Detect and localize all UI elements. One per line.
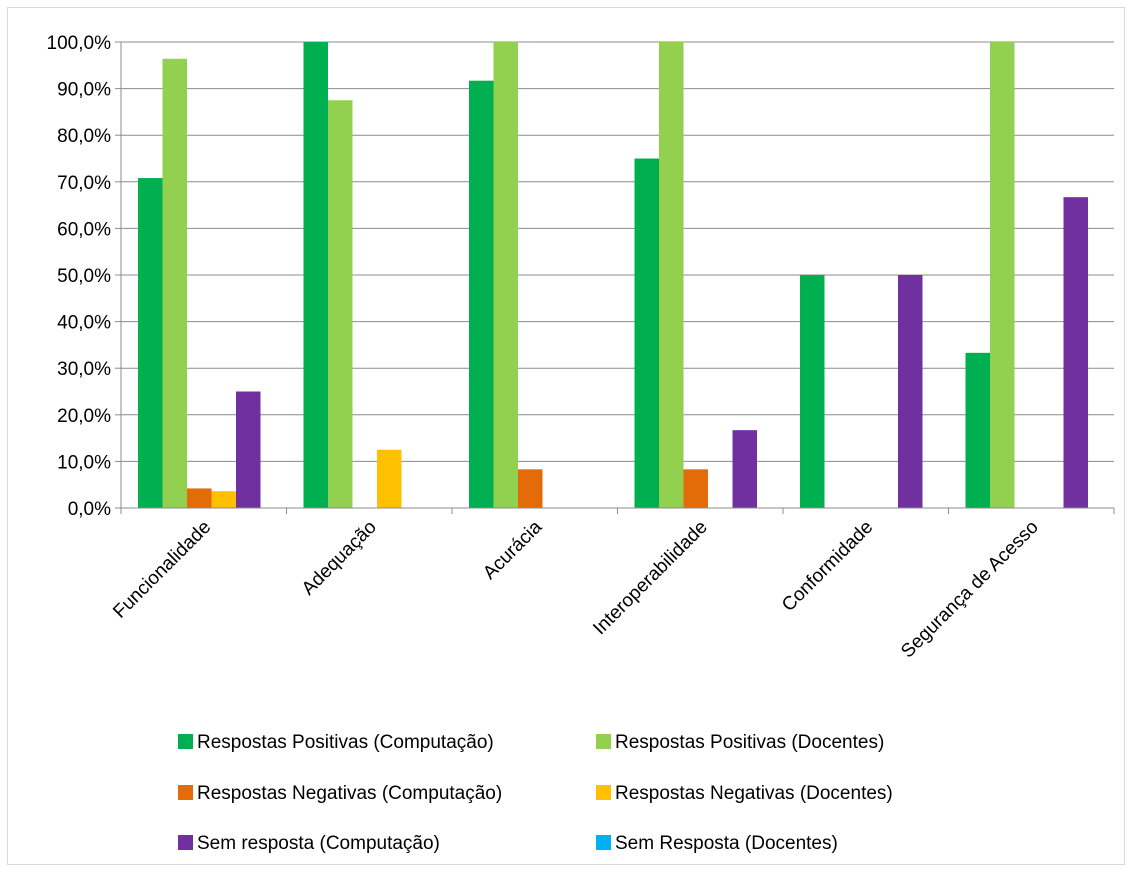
bar <box>469 80 494 508</box>
bar <box>518 469 543 508</box>
bar <box>1063 197 1088 509</box>
bar <box>659 42 684 508</box>
bar <box>493 42 518 508</box>
bar <box>634 158 659 508</box>
legend: Respostas Positivas (Computação) Resposta… <box>178 732 893 854</box>
bar <box>187 488 212 508</box>
legend-swatch <box>596 734 611 749</box>
y-tick-label: 40,0% <box>57 313 111 334</box>
category-labels: Funcionalidade Adequação Acurácia Interoper… <box>109 516 1042 662</box>
y-axis-ticks: 0,0% 10,0% 20,0% 30,0% 40,0% 50,0% 60,0% 70,0% 8… <box>47 33 121 520</box>
bar <box>990 42 1015 508</box>
y-tick-label: 60,0% <box>57 219 111 240</box>
y-tick-label: 80,0% <box>57 126 111 147</box>
x-axis <box>120 42 1115 514</box>
bar <box>965 352 990 508</box>
bar <box>683 469 708 508</box>
legend-label: Respostas Negativas (Computação) <box>197 783 502 804</box>
bar <box>211 491 236 508</box>
legend-swatch <box>178 734 193 749</box>
bar <box>303 42 328 508</box>
category-label: Segurança de Acesso <box>897 517 1043 663</box>
legend-swatch <box>178 785 193 800</box>
y-tick-label: 30,0% <box>57 359 111 380</box>
legend-label: Sem Resposta (Docentes) <box>615 833 838 854</box>
chart-frame <box>7 7 1125 865</box>
y-tick-label: 100,0% <box>47 33 112 54</box>
bar <box>898 275 923 508</box>
bars <box>138 42 1088 509</box>
category-label: Conformidade <box>778 517 877 616</box>
bar <box>732 430 757 508</box>
legend-label: Respostas Negativas (Docentes) <box>615 783 893 804</box>
grid-lines <box>121 41 1114 462</box>
legend-swatch <box>596 835 611 850</box>
legend-label: Respostas Positivas (Docentes) <box>615 732 884 753</box>
category-label: Funcionalidade <box>109 517 215 623</box>
legend-swatch <box>178 835 193 850</box>
y-tick-label: 0,0% <box>68 499 111 520</box>
category-label: Adequação <box>298 517 381 600</box>
legend-label: Respostas Positivas (Computação) <box>197 732 494 753</box>
y-tick-label: 10,0% <box>57 452 111 473</box>
legend-swatch <box>596 785 611 800</box>
category-label: Acurácia <box>479 516 546 583</box>
y-tick-label: 90,0% <box>57 80 111 101</box>
category-label: Interoperabilidade <box>589 517 711 639</box>
bar <box>800 275 825 508</box>
y-tick-label: 70,0% <box>57 173 111 194</box>
legend-label: Sem resposta (Computação) <box>197 833 440 854</box>
bar <box>377 449 402 508</box>
bar <box>138 178 163 508</box>
bar <box>162 58 187 508</box>
y-tick-label: 20,0% <box>57 406 111 427</box>
bar <box>328 100 353 508</box>
y-tick-label: 50,0% <box>57 266 111 287</box>
bar <box>236 391 261 508</box>
